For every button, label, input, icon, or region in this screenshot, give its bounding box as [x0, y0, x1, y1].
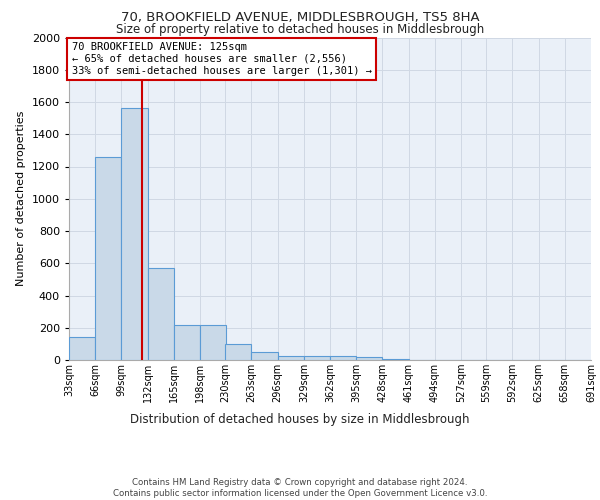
Bar [251, 352, 278, 360]
Bar [148, 268, 174, 360]
Bar [69, 338, 95, 360]
Bar [200, 326, 226, 360]
Bar [225, 344, 251, 360]
Bar [304, 356, 330, 360]
Bar [278, 356, 304, 360]
Bar [330, 356, 356, 360]
Text: 70 BROOKFIELD AVENUE: 125sqm
← 65% of detached houses are smaller (2,556)
33% of: 70 BROOKFIELD AVENUE: 125sqm ← 65% of de… [71, 42, 371, 76]
Text: Size of property relative to detached houses in Middlesbrough: Size of property relative to detached ho… [116, 22, 484, 36]
Text: 70, BROOKFIELD AVENUE, MIDDLESBROUGH, TS5 8HA: 70, BROOKFIELD AVENUE, MIDDLESBROUGH, TS… [121, 11, 479, 24]
Bar [121, 108, 148, 360]
Text: Distribution of detached houses by size in Middlesbrough: Distribution of detached houses by size … [130, 412, 470, 426]
Bar [382, 359, 409, 360]
Bar [95, 157, 121, 360]
Bar [356, 357, 382, 360]
Bar [174, 326, 200, 360]
Text: Contains HM Land Registry data © Crown copyright and database right 2024.
Contai: Contains HM Land Registry data © Crown c… [113, 478, 487, 498]
Y-axis label: Number of detached properties: Number of detached properties [16, 111, 26, 286]
